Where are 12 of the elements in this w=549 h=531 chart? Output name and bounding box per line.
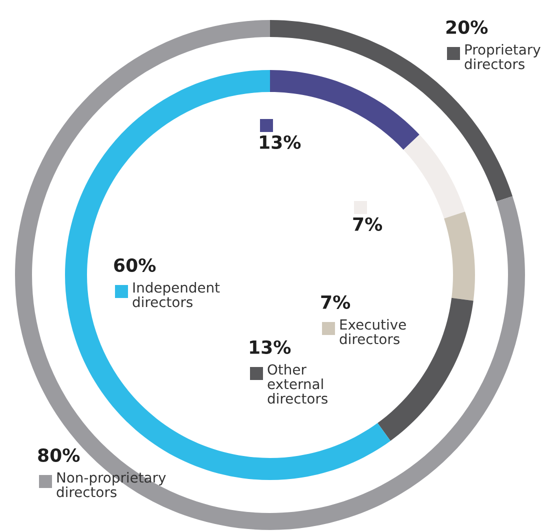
legend-label: Proprietary directors <box>464 44 540 70</box>
legend-label: Non-proprietary directors <box>56 472 166 498</box>
data-label: 7% <box>353 217 382 231</box>
data-label: 60% <box>114 258 156 272</box>
data-label: 7% <box>321 295 350 309</box>
legend-label: Executive directors <box>340 319 406 344</box>
legend-label: Other external directors <box>268 364 328 404</box>
data-label: 13% <box>260 135 301 149</box>
data-label: 20% <box>446 20 488 34</box>
legend-label: Independent directors <box>132 282 220 308</box>
data-label: 13% <box>250 340 291 354</box>
data-label: 80% <box>38 448 80 462</box>
